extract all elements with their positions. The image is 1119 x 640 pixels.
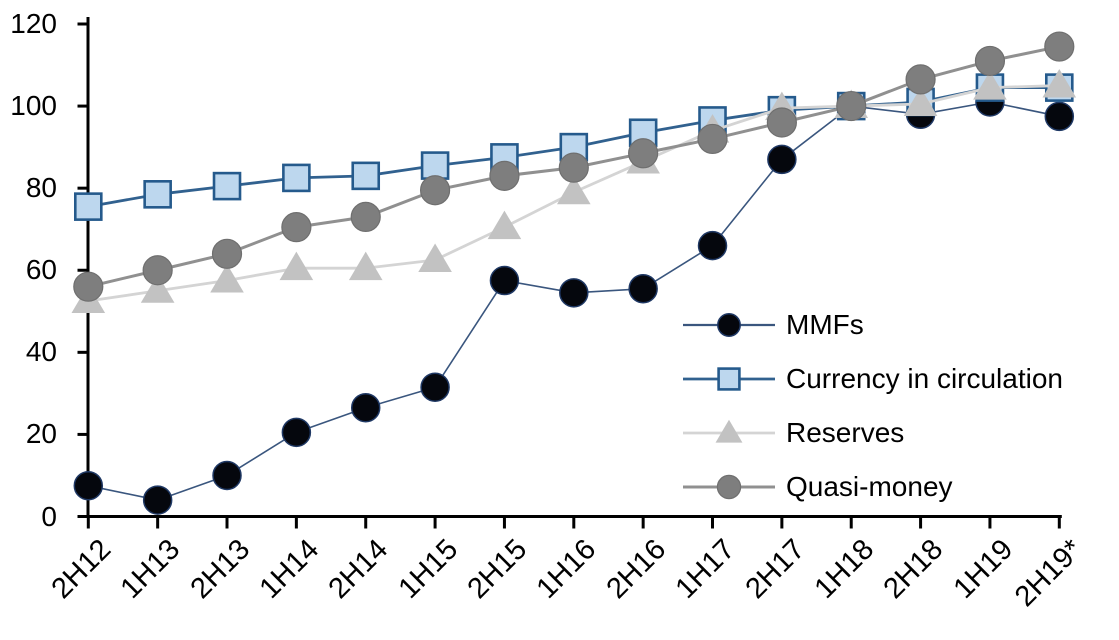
data-point-marker-mmfs [717, 313, 741, 337]
data-point-marker-reserves [1042, 69, 1077, 98]
data-point-marker-quasi-money [905, 64, 936, 95]
data-point-marker-quasi-money [628, 138, 659, 169]
data-point-marker-reserves [556, 175, 591, 205]
data-point-marker-currency-in-circulation [212, 171, 242, 201]
data-point-marker-quasi-money [697, 123, 728, 155]
data-point-marker-reserves [210, 263, 244, 293]
data-point-marker-mmfs [212, 460, 242, 491]
data-point-marker-mmfs [697, 230, 728, 261]
chart-legend: MMFs Currency in circulation Reserves Quasi… [683, 298, 1063, 514]
y-axis-tick-label: 80 [25, 172, 57, 204]
legend-marker-quasi-money [683, 474, 775, 500]
data-point-marker-quasi-money [419, 175, 451, 206]
y-axis-tick-label: 100 [10, 90, 57, 122]
data-point-marker-currency-in-circulation [351, 161, 381, 191]
data-point-marker-quasi-money [836, 90, 867, 122]
data-point-marker-currency-in-circulation [717, 367, 741, 391]
data-point-marker-quasi-money [281, 212, 312, 243]
data-point-marker-quasi-money [73, 271, 104, 302]
data-point-marker-currency-in-circulation [420, 151, 450, 180]
y-axis-tick-label: 60 [25, 254, 57, 286]
data-point-marker-mmfs [1044, 101, 1075, 132]
y-axis-tick-label: 20 [25, 418, 57, 450]
legend-item-mmfs: MMFs [683, 298, 1063, 352]
data-point-marker-mmfs [420, 372, 450, 402]
data-point-marker-currency-in-circulation [282, 163, 311, 193]
data-point-marker-quasi-money [142, 255, 173, 286]
data-point-marker-reserves [348, 251, 383, 281]
data-point-marker-quasi-money [350, 201, 381, 232]
legend-label: Quasi-money [786, 471, 953, 502]
legend-item-reserves: Reserves [683, 406, 1063, 460]
data-point-marker-reserves [487, 210, 522, 240]
data-point-marker-mmfs [142, 485, 173, 515]
data-point-marker-reserves [140, 274, 175, 303]
data-point-marker-mmfs [281, 417, 312, 448]
data-point-marker-quasi-money [716, 474, 742, 500]
data-point-marker-currency-in-circulation [143, 180, 172, 209]
legend-marker-mmfs [683, 313, 775, 337]
data-point-marker-reserves [903, 87, 938, 116]
y-axis-tick-label: 0 [41, 500, 57, 532]
legend-marker-reserves [683, 419, 775, 443]
data-point-marker-reserves [973, 71, 1007, 100]
data-point-marker-currency-in-circulation [74, 192, 103, 221]
legend-item-quasi-money: Quasi-money [683, 460, 1063, 514]
data-point-marker-reserves [418, 243, 452, 272]
data-point-marker-mmfs [489, 265, 520, 296]
legend-label: Reserves [786, 417, 905, 448]
data-point-marker-quasi-money [489, 160, 520, 191]
data-point-marker-quasi-money [766, 107, 797, 138]
data-point-marker-reserves [279, 251, 314, 281]
data-point-marker-reserves [715, 419, 743, 443]
data-point-marker-quasi-money [211, 238, 243, 269]
legend-label: Currency in circulation [786, 363, 1063, 394]
legend-label: MMFs [786, 309, 864, 340]
data-point-marker-quasi-money [974, 45, 1006, 77]
y-axis-tick-label: 40 [25, 336, 57, 368]
data-point-marker-quasi-money [558, 152, 589, 183]
data-point-marker-mmfs [767, 144, 797, 175]
data-point-marker-mmfs [73, 470, 104, 501]
data-point-marker-mmfs [559, 278, 589, 308]
data-point-marker-mmfs [350, 392, 381, 423]
data-point-marker-quasi-money [1044, 31, 1075, 62]
legend-item-currency-in-circulation: Currency in circulation [683, 352, 1063, 406]
data-point-marker-mmfs [628, 273, 658, 304]
y-axis-tick-label: 120 [10, 7, 57, 39]
legend-marker-currency-in-circulation [683, 367, 775, 391]
